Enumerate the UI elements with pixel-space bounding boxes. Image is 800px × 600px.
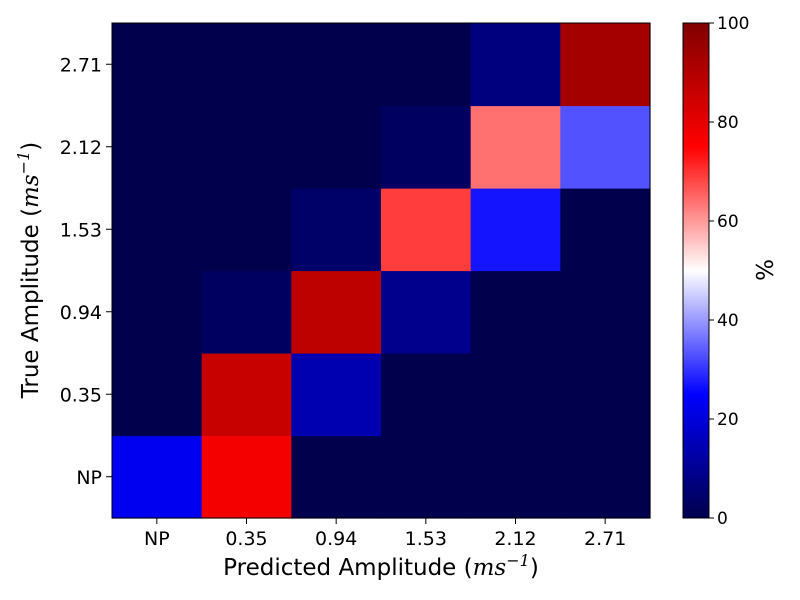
colorbar: [682, 22, 710, 519]
y-tick-label: NP: [76, 467, 102, 489]
x-axis: NP 0.35 0.94 1.53 2.12 2.71: [144, 518, 626, 550]
heatmap-cell: [470, 435, 561, 519]
y-axis: NP 0.35 0.94 1.53 2.12 2.71: [60, 54, 112, 489]
y-tick-label: 0.35: [60, 384, 102, 406]
heatmap-cell: [381, 188, 472, 272]
x-tick-label: 0.35: [225, 528, 267, 550]
colorbar-label: %: [753, 259, 779, 281]
heatmap-cell: [112, 435, 203, 519]
heatmap-cell: [201, 270, 292, 354]
colorbar-tick-label: 40: [717, 311, 739, 331]
heatmap-cell: [381, 105, 472, 189]
heatmap-cell: [470, 23, 561, 107]
heatmap-cell: [201, 353, 292, 437]
colorbar-tick-label: 60: [717, 212, 739, 232]
heatmap-cell: [470, 353, 561, 437]
heatmap-cell: [201, 23, 292, 107]
heatmap-cell: [470, 105, 561, 189]
y-tick-label: 0.94: [60, 302, 102, 324]
heatmap-cell: [201, 188, 292, 272]
heatmap-cell: [560, 353, 651, 437]
heatmap-cell: [560, 270, 651, 354]
heatmap-cell: [381, 353, 472, 437]
colorbar-tick-label: 20: [717, 410, 739, 430]
heatmap-cell: [291, 353, 382, 437]
heatmap-cell: [112, 105, 203, 189]
heatmap-cells: [111, 22, 651, 519]
heatmap-cell: [201, 105, 292, 189]
heatmap-cell: [381, 270, 472, 354]
heatmap-cell: [381, 435, 472, 519]
heatmap-cell: [560, 23, 651, 107]
colorbar-tick-label: 100: [717, 14, 749, 34]
colorbar-tick-label: 80: [717, 113, 739, 133]
x-tick-label: 1.53: [405, 528, 447, 550]
heatmap-cell: [291, 188, 382, 272]
plot-frame: [111, 22, 651, 519]
x-tick-label: 2.71: [584, 528, 626, 550]
heatmap-cell: [291, 270, 382, 354]
x-tick-label: NP: [144, 528, 170, 550]
x-axis-title: Predicted Amplitude (ms−1): [223, 551, 539, 581]
heatmap-cell: [560, 188, 651, 272]
heatmap-cell: [112, 23, 203, 107]
y-tick-label: 1.53: [60, 219, 102, 241]
heatmap-cell: [560, 435, 651, 519]
heatmap-cell: [291, 105, 382, 189]
heatmap-cell: [291, 435, 382, 519]
colorbar-tick-label: 0: [717, 509, 728, 529]
y-tick-label: 2.71: [60, 54, 102, 76]
y-tick-label: 2.12: [60, 137, 102, 159]
heatmap-cell: [560, 105, 651, 189]
heatmap-cell: [291, 23, 382, 107]
y-axis-title: True Amplitude (ms−1): [14, 142, 44, 400]
heatmap-cell: [201, 435, 292, 519]
x-tick-label: 2.12: [494, 528, 536, 550]
x-tick-label: 0.94: [315, 528, 357, 550]
heatmap-cell: [112, 353, 203, 437]
heatmap-cell: [470, 270, 561, 354]
heatmap-cell: [470, 188, 561, 272]
heatmap-cell: [112, 188, 203, 272]
colorbar-ticks: 0 20 40 60 80 100: [709, 14, 749, 529]
heatmap-cell: [381, 23, 472, 107]
heatmap-cell: [112, 270, 203, 354]
